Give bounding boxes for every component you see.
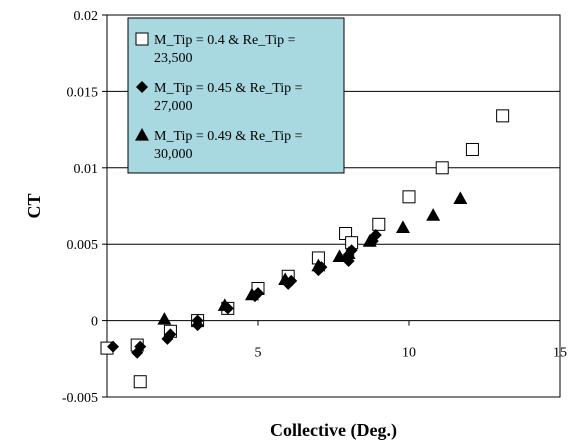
triangle-marker [157,312,172,325]
series-2 [107,229,382,359]
y-axis-title: CT [24,193,44,218]
y-tick-label: 0 [91,315,98,330]
y-tick-label: 0.015 [67,85,99,100]
triangle-marker [311,258,326,272]
legend-label-continued: 30,000 [154,147,193,162]
triangle-marker [244,287,259,301]
triangle-marker [395,220,410,233]
square-marker [465,142,479,156]
square-marker [133,375,147,389]
series-3 [157,191,468,325]
legend-box [127,17,345,174]
legend-label-continued: 23,500 [154,51,193,66]
square-marker [402,190,416,204]
y-tick-label: -0.005 [62,391,98,406]
square-marker [496,109,510,123]
diamond-marker [164,328,177,341]
triangle-marker [426,208,441,221]
legend: M_Tip = 0.4 & Re_Tip = 23,500 M_Tip = 0.45… [127,17,345,174]
x-axis-title: Collective (Deg.) [270,420,397,441]
x-tick-label: 5 [255,346,262,361]
legend-label: M_Tip = 0.49 & Re_Tip = [154,129,303,144]
x-tick-label: 15 [553,346,567,361]
triangle-marker [217,298,232,311]
triangle-marker [362,234,377,247]
legend-diamond-icon [136,81,148,93]
square-marker [435,161,449,175]
diamond-marker [134,340,147,353]
triangle-marker [278,272,293,285]
diamond-marker [107,340,120,353]
y-tick-label: 0.005 [67,238,99,253]
triangle-marker [453,191,468,204]
legend-square-icon [135,32,149,46]
axes: -0.005 0 0.005 0.01 0.015 0.02 5 10 15 [62,9,567,406]
data-points [100,109,510,389]
y-tick-label: 0.02 [74,9,99,24]
legend-label: M_Tip = 0.4 & Re_Tip = [154,33,296,48]
diamond-marker [369,229,382,242]
plot-area [106,14,561,398]
diamond-marker [191,314,204,327]
square-marker [372,217,386,231]
legend-label: M_Tip = 0.45 & Re_Tip = [154,81,303,96]
x-tick-label: 10 [402,346,416,361]
triangle-marker [341,246,356,259]
legend-triangle-icon [135,128,149,141]
y-tick-label: 0.01 [74,162,99,177]
legend-label-continued: 27,000 [154,99,193,114]
